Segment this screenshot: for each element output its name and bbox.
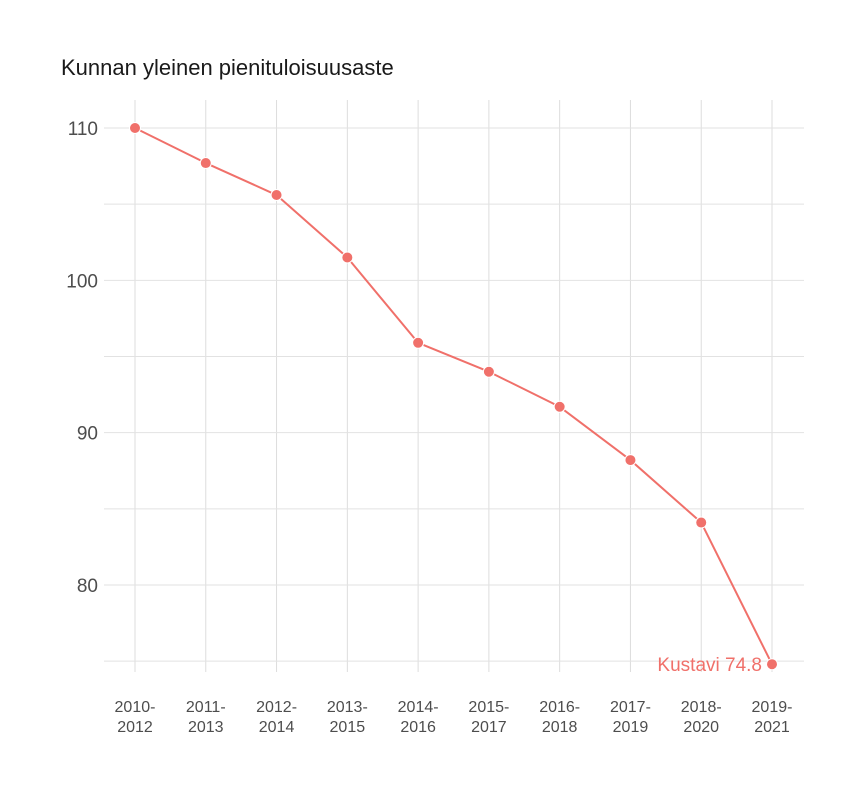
data-point: [129, 122, 141, 134]
x-tick-label-line: 2016: [400, 719, 436, 736]
x-tick-label: 2019- 2021: [752, 699, 793, 736]
axis-layer: 80901001102010-20122011-20132012-2014201…: [66, 119, 792, 736]
x-tick-label-line: 2021: [754, 719, 790, 736]
data-point: [199, 157, 212, 170]
y-tick-label: 110: [68, 119, 98, 140]
x-tick-label-line: 2013: [188, 719, 224, 736]
x-tick-label-line: 2018: [542, 719, 578, 736]
data-point: [553, 400, 566, 413]
x-tick-label-line: 2017: [471, 719, 507, 736]
x-tick-label-line: 2017-: [610, 699, 651, 716]
x-tick-label-line: 2019: [613, 719, 649, 736]
x-tick-label-line: 2012: [117, 719, 153, 736]
series-line: [134, 127, 773, 665]
x-tick-label-line: 2015-: [468, 699, 509, 716]
x-tick-label: 2013- 2015: [327, 699, 368, 736]
x-tick-label: 2012- 2014: [256, 699, 297, 736]
x-tick-label-line: 2015: [330, 719, 366, 736]
y-tick-label: 80: [77, 576, 98, 597]
x-tick-label: 2014- 2016: [398, 699, 439, 736]
x-tick-label-line: 2020: [683, 719, 719, 736]
label-layer: Kustavi 74.8: [657, 655, 762, 676]
data-point: [270, 189, 283, 202]
x-tick-label: 2018- 2020: [681, 699, 722, 736]
x-tick-label-line: 2013-: [327, 699, 368, 716]
data-point: [695, 516, 708, 529]
series-layer: [129, 122, 778, 671]
data-point: [624, 454, 637, 467]
x-tick-label-line: 2010-: [115, 699, 156, 716]
y-tick-label: 100: [66, 271, 98, 292]
x-tick-label-line: 2019-: [752, 699, 793, 716]
end-label: Kustavi 74.8: [657, 655, 762, 676]
x-tick-label: 2016- 2018: [539, 699, 580, 736]
x-tick-label: 2010- 2012: [115, 699, 156, 736]
data-point: [341, 251, 354, 264]
x-tick-label: 2011- 2013: [186, 699, 226, 736]
x-tick-label-line: 2012-: [256, 699, 297, 716]
data-point: [766, 658, 778, 671]
x-tick-label-line: 2018-: [681, 699, 722, 716]
chart-title: Kunnan yleinen pienituloisuusaste: [61, 55, 394, 80]
x-tick-label: 2015- 2017: [468, 699, 509, 736]
y-tick-label: 90: [77, 424, 98, 445]
grid-layer: [104, 100, 804, 672]
data-point: [412, 336, 425, 349]
x-tick-label-line: 2014: [259, 719, 295, 736]
x-tick-label-line: 2014-: [398, 699, 439, 716]
x-tick-label: 2017- 2019: [610, 699, 651, 736]
x-tick-label-line: 2016-: [539, 699, 580, 716]
x-tick-label-line: 2011-: [186, 699, 226, 716]
data-point: [482, 365, 495, 378]
